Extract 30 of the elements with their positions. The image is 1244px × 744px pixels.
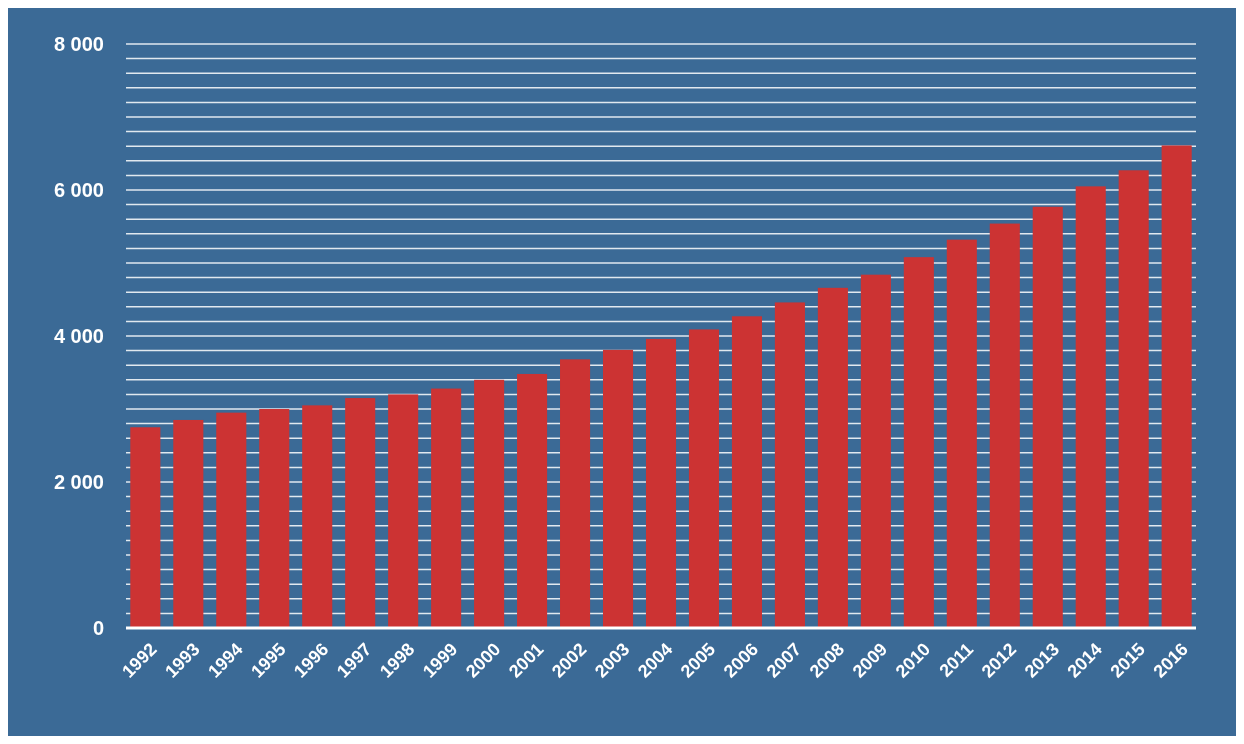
bar [388,394,419,628]
y-tick-label: 4 000 [53,325,104,347]
y-tick-label: 8 000 [53,33,104,55]
bar [688,329,720,628]
bar [645,338,677,628]
bar [173,419,204,628]
bar [130,427,161,628]
y-tick-label: 2 000 [53,471,104,493]
y-tick-label: 6 000 [53,179,104,201]
bar [731,316,762,628]
bar [1075,186,1106,628]
bar [1032,206,1063,628]
bar [774,302,805,628]
bar [946,239,977,628]
bar [474,379,505,628]
bar [302,405,333,628]
bar [431,388,462,628]
bar [1161,145,1192,628]
bar [259,409,290,628]
bar [860,274,891,628]
bar [216,412,247,628]
bar [903,257,934,628]
bar [560,359,591,628]
bar [602,349,634,628]
y-tick-label: 0 [92,617,104,639]
bar [345,398,376,628]
bar [989,223,1020,628]
bar [817,287,848,628]
bar [1118,170,1149,628]
bar [517,373,548,628]
